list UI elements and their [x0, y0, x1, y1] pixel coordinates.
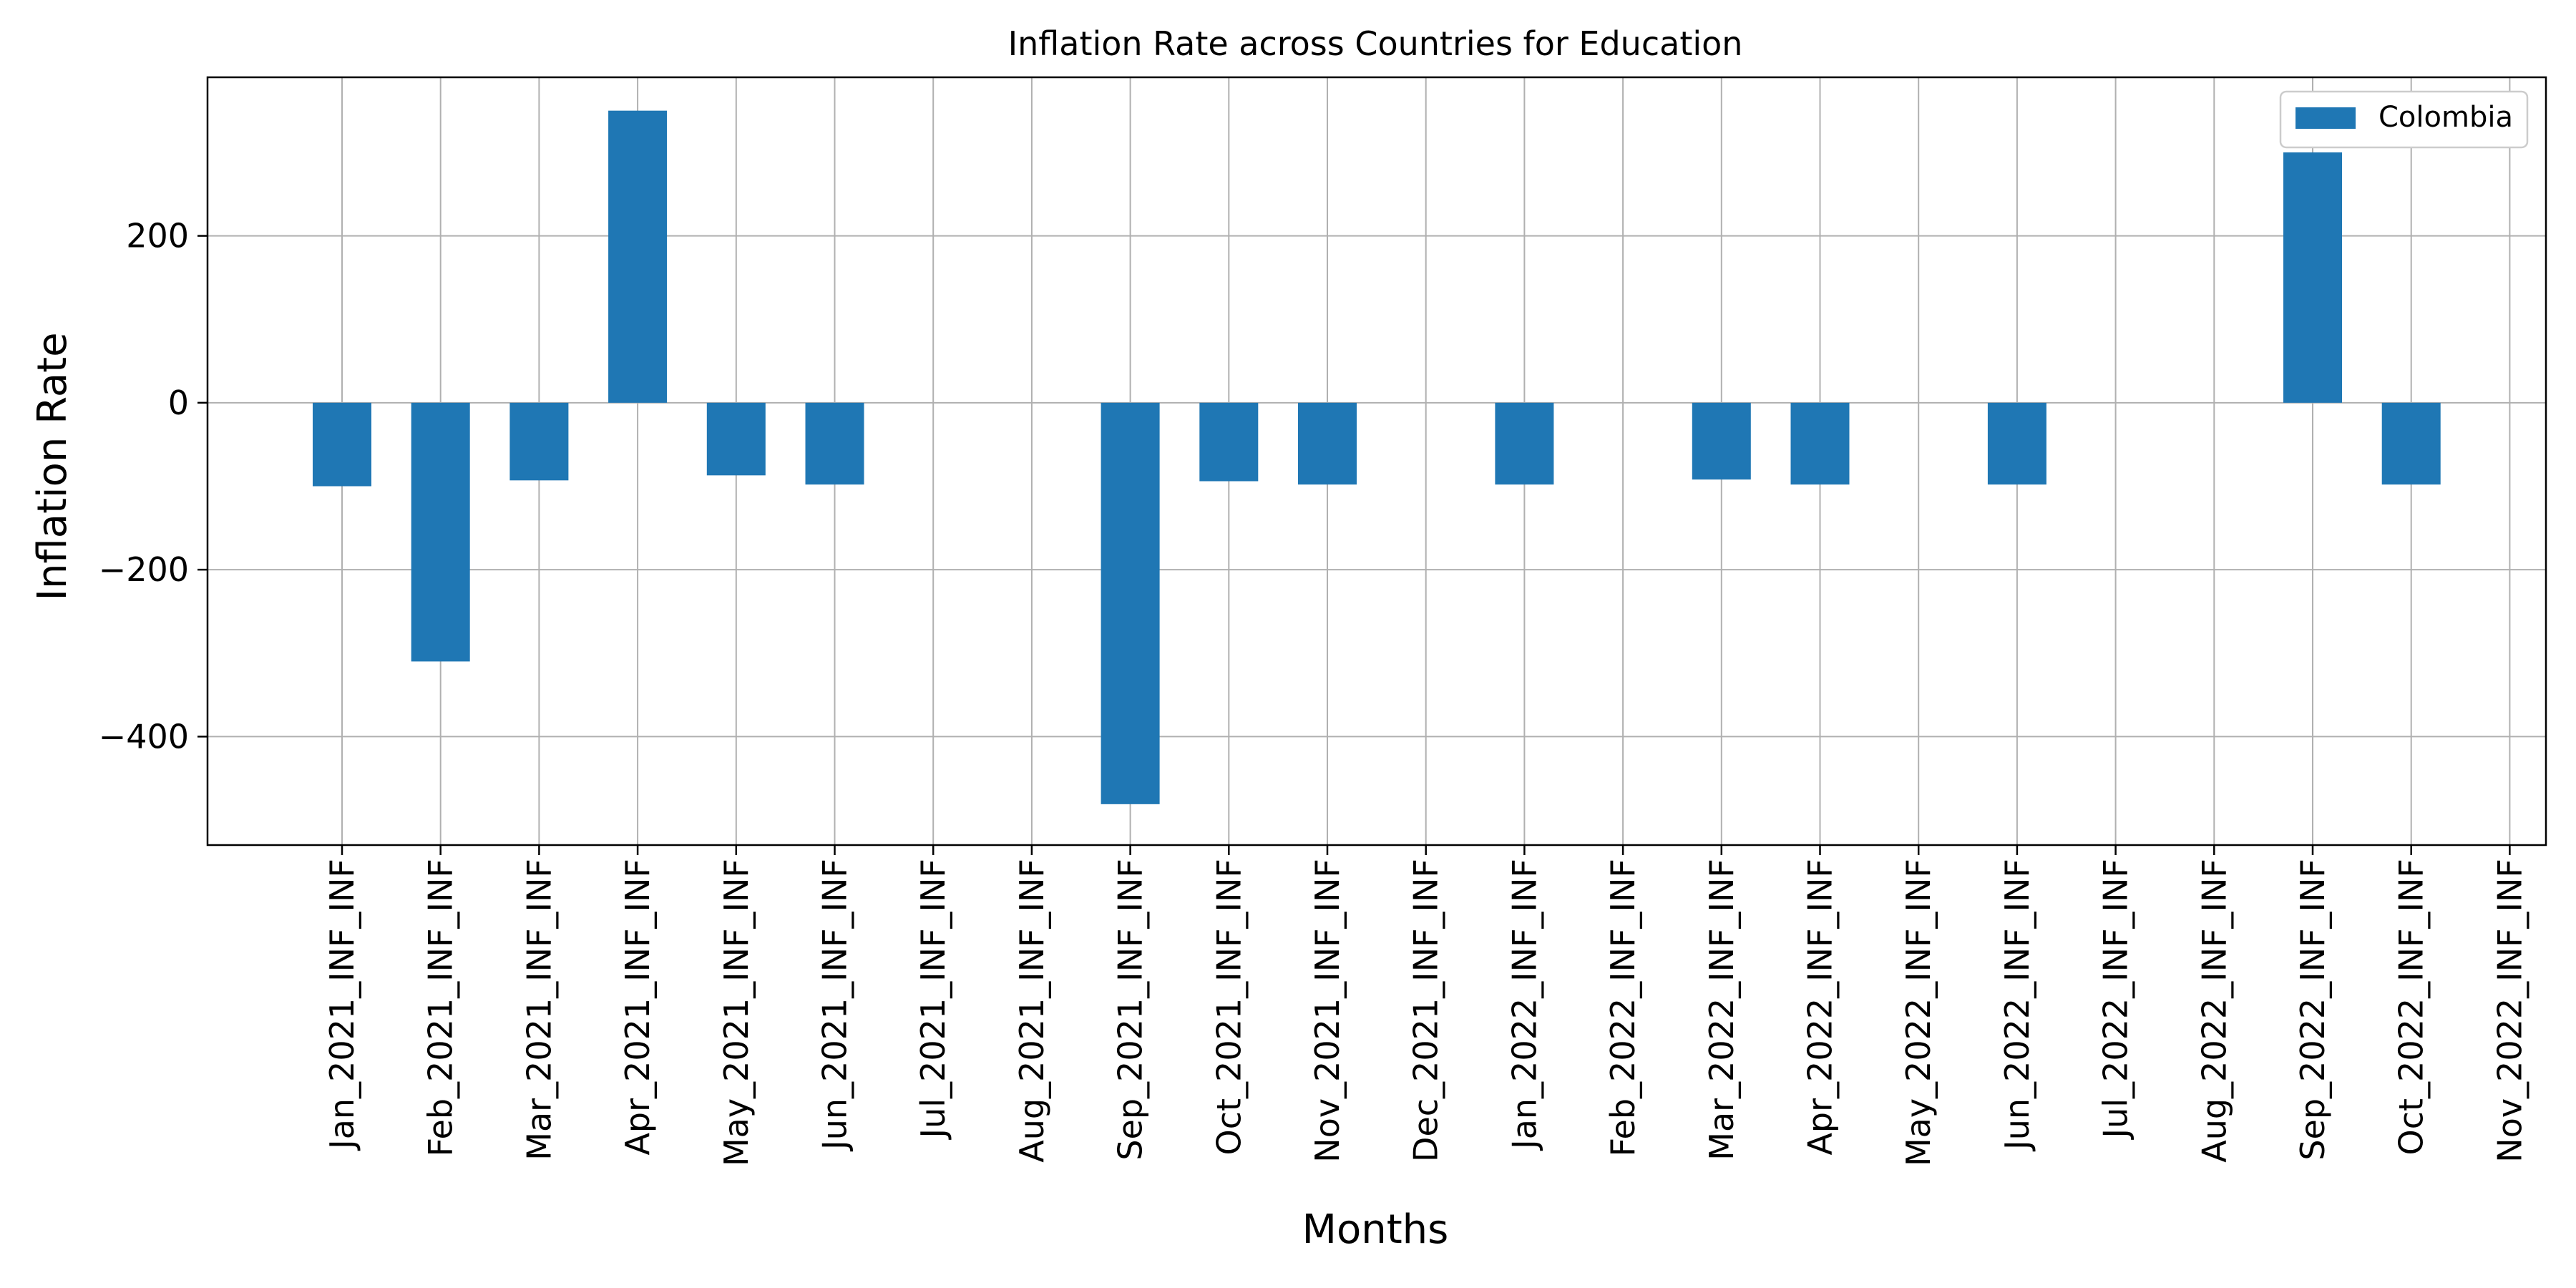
bar	[1692, 402, 1751, 480]
plot-area-frame	[206, 76, 2547, 847]
bar	[805, 402, 864, 485]
y-tick-label: 200	[126, 217, 189, 255]
bar	[1298, 402, 1357, 485]
x-tick-label: Aug_2022_INF_INF	[2195, 859, 2233, 1163]
y-tick-label: 0	[168, 384, 189, 422]
x-tick-label: Jun_2022_INF_INF	[1998, 859, 2036, 1152]
x-tick-label: Sep_2022_INF_INF	[2293, 859, 2332, 1161]
bar	[509, 402, 569, 481]
x-tick-label: Oct_2021_INF_INF	[1209, 859, 1248, 1155]
bar	[1101, 402, 1160, 804]
bar	[1495, 402, 1554, 485]
x-axis-label: Months	[1302, 1206, 1449, 1253]
y-tick-label: −200	[99, 550, 189, 589]
y-tick-label: −400	[99, 717, 189, 756]
bars	[313, 110, 2441, 804]
x-tick-label: Mar_2021_INF_INF	[519, 859, 558, 1161]
x-tick-label: Apr_2022_INF_INF	[1801, 859, 1840, 1156]
y-axis-label: Inflation Rate	[29, 332, 76, 600]
x-tick-label: May_2022_INF_INF	[1899, 859, 1938, 1166]
bar	[2283, 152, 2342, 403]
x-tick-label: Jul_2022_INF_INF	[2097, 859, 2135, 1140]
legend: Colombia	[2279, 90, 2529, 149]
legend-label: Colombia	[2379, 101, 2513, 134]
bar	[1199, 402, 1259, 482]
legend-swatch	[2296, 107, 2356, 129]
x-tick-label: Apr_2021_INF_INF	[618, 859, 657, 1156]
bar	[706, 402, 766, 476]
x-tick-label: Mar_2022_INF_INF	[1702, 859, 1741, 1161]
x-tick-label: Feb_2021_INF_INF	[421, 859, 460, 1156]
x-tick-label: Jul_2021_INF_INF	[914, 859, 952, 1140]
x-tick-label: Nov_2021_INF_INF	[1308, 859, 1347, 1163]
bar	[411, 402, 470, 662]
bar	[1790, 402, 1850, 485]
x-tick-label: Feb_2022_INF_INF	[1604, 859, 1642, 1156]
bar	[2381, 402, 2441, 485]
x-tick-label: Jan_2021_INF_INF	[323, 859, 361, 1151]
x-tick-label: Nov_2022_INF_INF	[2490, 859, 2529, 1163]
chart-title: Inflation Rate across Countries for Educ…	[1008, 24, 1743, 63]
x-tick-label: Jun_2021_INF_INF	[816, 859, 854, 1152]
x-tick-label: Oct_2022_INF_INF	[2392, 859, 2431, 1155]
x-tick-label: May_2021_INF_INF	[717, 859, 756, 1166]
x-tick-label: Sep_2021_INF_INF	[1111, 859, 1150, 1161]
x-tick-label: Aug_2021_INF_INF	[1013, 859, 1051, 1163]
bar	[1987, 402, 2046, 485]
bar	[313, 402, 371, 487]
bar	[608, 110, 668, 403]
x-tick-label: Dec_2021_INF_INF	[1407, 859, 1445, 1162]
legend-frame	[2279, 90, 2529, 149]
axes: −400 −200 0 200 Jan_2021_INF_INF Feb_2021_INF…	[99, 217, 2529, 1166]
x-tick-label: Jan_2022_INF_INF	[1505, 859, 1543, 1151]
